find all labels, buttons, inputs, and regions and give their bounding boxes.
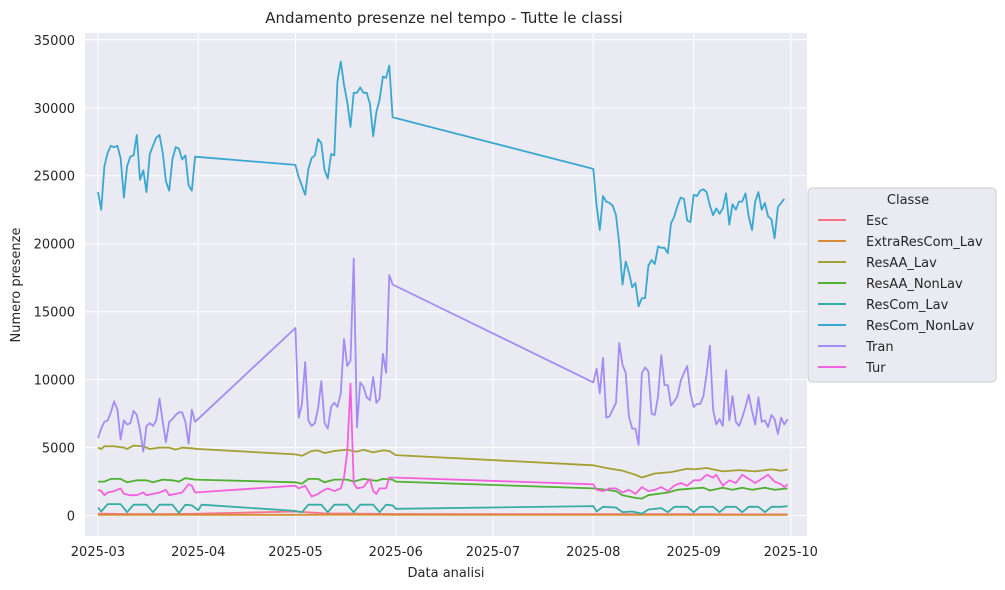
y-tick-label: 15000 xyxy=(34,306,75,321)
series-layer xyxy=(97,60,789,516)
legend-box xyxy=(807,187,997,383)
y-tick-label: 35000 xyxy=(34,34,75,49)
x-tick-label: 2025-04 xyxy=(171,545,225,560)
legend-label: ResCom_NonLav xyxy=(866,319,975,334)
series-line-tur xyxy=(97,382,789,498)
chart-title: Andamento presenze nel tempo - Tutte le … xyxy=(265,9,622,27)
y-tick-label: 5000 xyxy=(42,442,75,457)
legend-label: ResCom_Lav xyxy=(866,298,949,313)
legend: Classe Esc ExtraResCom_Lav ResAA_Lav ResAA_… xyxy=(807,187,997,383)
x-tick-label: 2025-09 xyxy=(667,545,721,560)
legend-items: Esc ExtraResCom_Lav ResAA_Lav ResAA_NonLav R… xyxy=(818,214,983,376)
grid-lines xyxy=(85,33,807,536)
x-tick-label: 2025-05 xyxy=(268,545,322,560)
x-tick-label: 2025-07 xyxy=(466,545,520,560)
series-line-rescom-nonlav xyxy=(97,60,786,308)
y-tick-label: 25000 xyxy=(34,170,75,185)
legend-label: ResAA_NonLav xyxy=(866,277,963,292)
y-tick-label: 30000 xyxy=(34,102,75,117)
x-axis-label: Data analisi xyxy=(408,566,485,581)
y-tick-label: 10000 xyxy=(34,374,75,389)
series-line-rescom-lav xyxy=(97,503,788,515)
legend-title: Classe xyxy=(887,193,929,208)
y-tick-label: 20000 xyxy=(34,238,75,253)
x-tick-label: 2025-03 xyxy=(71,545,125,560)
tick-labels: 2025-03 2025-04 2025-05 2025-06 2025-07 2025-… xyxy=(34,34,818,560)
x-tick-label: 2025-08 xyxy=(566,545,620,560)
y-tick-label: 0 xyxy=(67,510,75,525)
plot-area xyxy=(85,33,807,536)
x-tick-label: 2025-06 xyxy=(369,545,423,560)
legend-label: Tur xyxy=(865,361,886,376)
series-line-tran xyxy=(97,257,789,453)
legend-label: ExtraResCom_Lav xyxy=(866,235,983,250)
legend-label: ResAA_Lav xyxy=(866,256,937,271)
legend-label: Esc xyxy=(866,214,888,229)
x-tick-label: 2025-10 xyxy=(764,545,818,560)
legend-label: Tran xyxy=(865,340,894,355)
y-axis-label: Numero presenze xyxy=(9,228,24,343)
series-line-resaa-nonlav xyxy=(98,477,788,500)
